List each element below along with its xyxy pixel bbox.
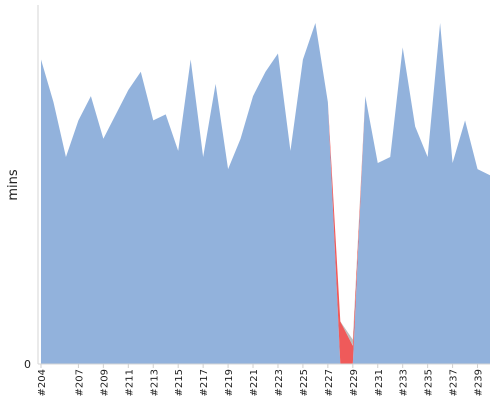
x-tick-label: #223 [274,369,285,396]
series-area-success [41,23,490,364]
x-tick-label: #229 [349,369,360,396]
x-tick-label: #211 [124,369,135,396]
x-tick-label: #231 [374,369,385,396]
x-tick-label: #237 [449,369,460,396]
x-tick-label: #207 [74,369,85,396]
y-tick-label: 0 [24,358,31,371]
x-tick-label: #215 [174,369,185,396]
x-tick-label: #239 [474,369,485,396]
x-tick-label: #204 [37,369,48,396]
x-tick-label: #213 [149,369,160,396]
x-tick-label: #221 [249,369,260,396]
x-tick-label: #217 [199,369,210,396]
x-tick-label: #227 [324,369,335,396]
axes-layer: mins [6,5,490,365]
y-axis-title: mins [6,169,21,201]
x-tick-label: #219 [224,369,235,396]
area-layer [41,23,490,364]
x-tick-label: #235 [424,369,435,396]
x-tick-label: #225 [299,369,310,396]
x-tick-label: #233 [399,369,410,396]
tick-layer: 0 #204 #207 #209 #211 #213 #215 #217 #219 #221 #22… [24,358,485,396]
x-tick-label: #209 [99,369,110,396]
